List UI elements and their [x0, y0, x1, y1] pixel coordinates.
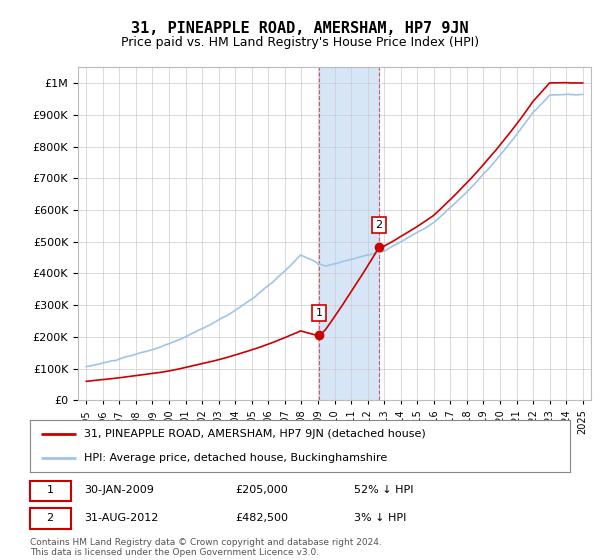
- FancyBboxPatch shape: [30, 508, 71, 529]
- Text: 1: 1: [46, 486, 53, 496]
- Bar: [319, 67, 379, 400]
- Text: 52% ↓ HPI: 52% ↓ HPI: [354, 486, 413, 496]
- Text: 2: 2: [375, 220, 382, 230]
- FancyBboxPatch shape: [30, 480, 71, 501]
- Text: £205,000: £205,000: [235, 486, 288, 496]
- Text: 31, PINEAPPLE ROAD, AMERSHAM, HP7 9JN (detached house): 31, PINEAPPLE ROAD, AMERSHAM, HP7 9JN (d…: [84, 429, 426, 439]
- Text: HPI: Average price, detached house, Buckinghamshire: HPI: Average price, detached house, Buck…: [84, 452, 387, 463]
- Text: 2: 2: [46, 514, 53, 523]
- Text: Price paid vs. HM Land Registry's House Price Index (HPI): Price paid vs. HM Land Registry's House …: [121, 36, 479, 49]
- Text: 31, PINEAPPLE ROAD, AMERSHAM, HP7 9JN: 31, PINEAPPLE ROAD, AMERSHAM, HP7 9JN: [131, 21, 469, 36]
- Text: 1: 1: [316, 308, 323, 318]
- Text: 30-JAN-2009: 30-JAN-2009: [84, 486, 154, 496]
- Text: £482,500: £482,500: [235, 514, 288, 523]
- Text: 3% ↓ HPI: 3% ↓ HPI: [354, 514, 406, 523]
- Text: Contains HM Land Registry data © Crown copyright and database right 2024.
This d: Contains HM Land Registry data © Crown c…: [30, 538, 382, 557]
- Text: 31-AUG-2012: 31-AUG-2012: [84, 514, 158, 523]
